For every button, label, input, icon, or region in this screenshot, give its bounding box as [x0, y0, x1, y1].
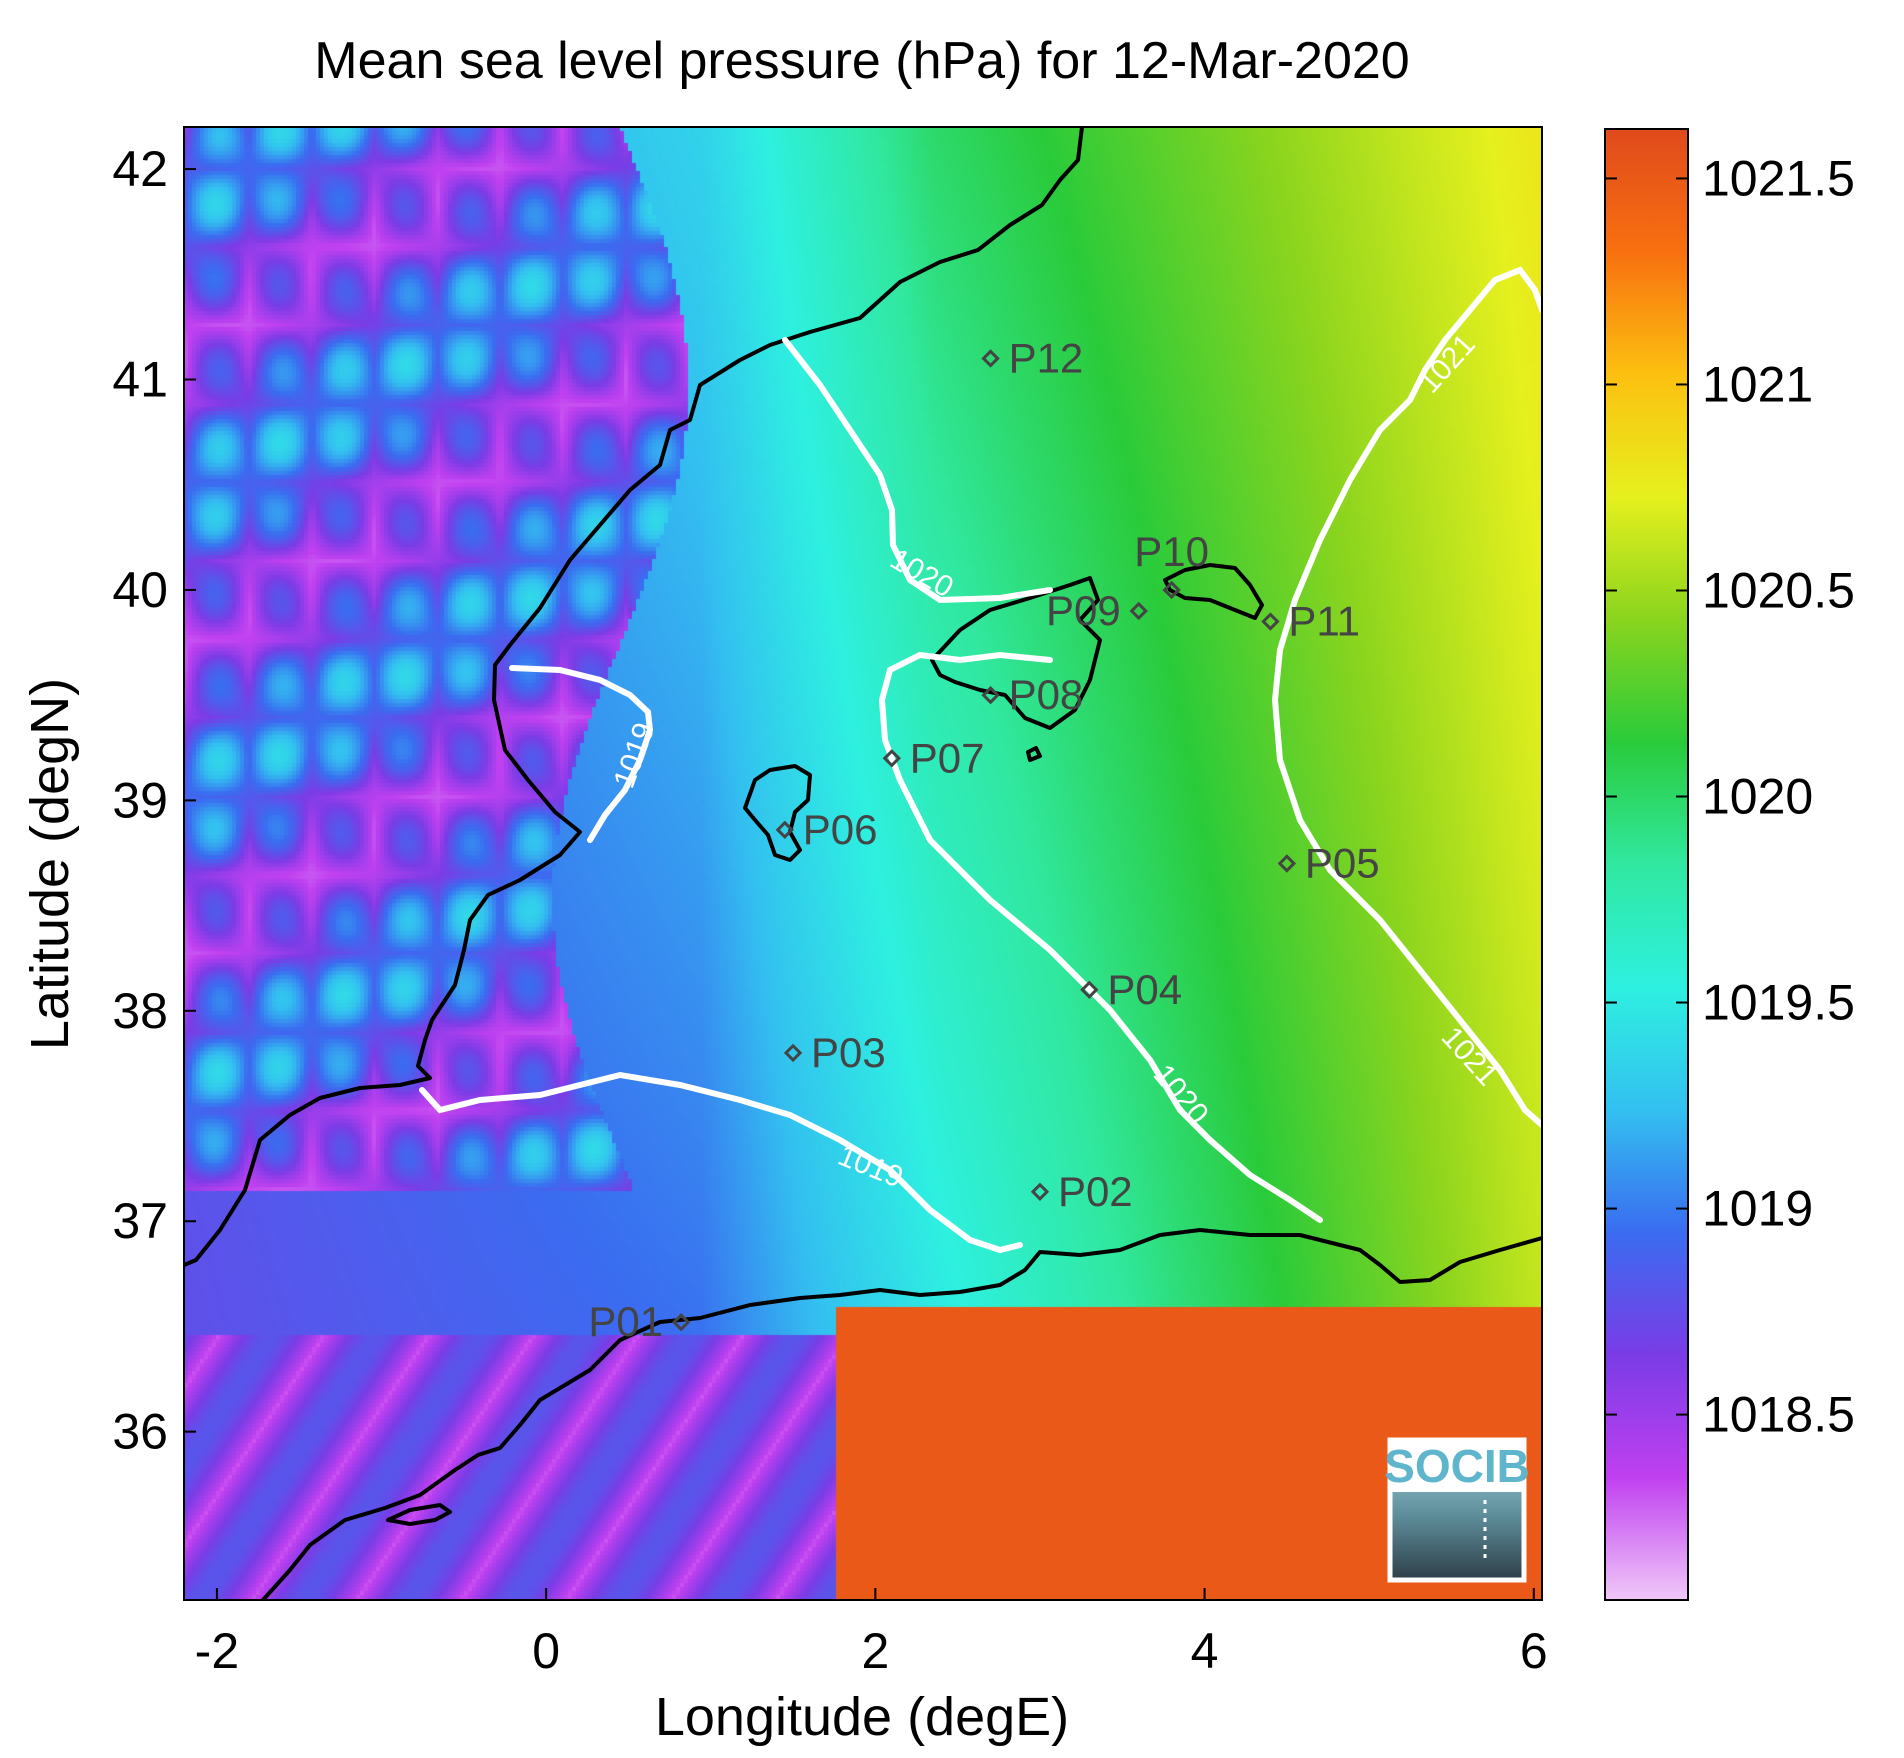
- station-marker: [1277, 854, 1297, 873]
- station-label: P03: [811, 1029, 886, 1076]
- colorbar-ticks: 1018.5 1019 1019.5 1020 1020.5 1021 1021.5: [1605, 150, 1855, 1443]
- x-axis-label: Longitude (degE): [655, 1687, 1069, 1747]
- socib-logo-text: SOCIB: [1384, 1440, 1530, 1492]
- station-p07: P07: [882, 734, 985, 781]
- chart-title: Mean sea level pressure (hPa) for 12-Mar…: [314, 32, 1409, 90]
- station-label: P07: [910, 734, 985, 781]
- station-label: P12: [1009, 334, 1084, 381]
- station-p11: P11: [1261, 598, 1360, 645]
- north-africa-inland-lake: [386, 1503, 452, 1526]
- y-tick-label: 36: [112, 1404, 168, 1460]
- station-marker: [882, 749, 901, 768]
- station-p12: P12: [981, 334, 1084, 381]
- station-marker: [783, 1043, 803, 1063]
- station-label: P06: [803, 806, 878, 853]
- station-marker: [1162, 580, 1181, 600]
- y-tick-label: 40: [112, 562, 168, 618]
- mallorca-coastline: [930, 576, 1102, 730]
- isobar-1019-north: [509, 665, 654, 843]
- colorbar-tick-label: 1021: [1702, 356, 1813, 412]
- map-plot-area: 1019 1019 1020 1020 1021 1021 P01P02P03P…: [183, 126, 1543, 1601]
- socib-logo: SOCIB: [1384, 1437, 1530, 1583]
- station-p06: P06: [775, 806, 878, 853]
- ibiza-coastline: [743, 764, 812, 862]
- station-p10: P10: [1134, 528, 1209, 600]
- plot-frame: [183, 126, 1543, 1601]
- station-marker: [1261, 612, 1280, 631]
- colorbar-tick-label: 1020: [1702, 769, 1813, 825]
- colorbar: 1018.5 1019 1019.5 1020 1020.5 1021 1021.5: [1604, 128, 1855, 1601]
- isobar-1019-south: [419, 1071, 1023, 1254]
- x-tick-label: 0: [532, 1623, 560, 1679]
- colorbar-tick-label: 1019: [1702, 1181, 1813, 1237]
- station-marker: [671, 1313, 691, 1332]
- station-label: P05: [1305, 840, 1380, 887]
- y-tick-label: 38: [112, 983, 168, 1039]
- station-marker: [775, 820, 795, 840]
- y-tick-label: 42: [112, 141, 168, 197]
- station-p01: P01: [588, 1298, 691, 1345]
- colorbar-tick-label: 1020.5: [1702, 562, 1855, 618]
- y-axis-label: Latitude (degN): [20, 678, 80, 1050]
- colorbar-tick-label: 1019.5: [1702, 975, 1855, 1031]
- station-marker: [1080, 980, 1099, 999]
- station-marker: [981, 349, 1000, 368]
- station-label: P02: [1058, 1168, 1133, 1215]
- menorca-coastline: [1163, 563, 1264, 620]
- coastline-layer: [184, 127, 1542, 1600]
- x-tick-label: 4: [1191, 1623, 1219, 1679]
- x-axis: -2 0 2 4 6: [195, 1588, 1548, 1679]
- station-p09: P09: [1046, 587, 1148, 634]
- colorbar-fill: [1604, 128, 1689, 1601]
- station-label: P08: [1009, 671, 1084, 718]
- station-marker: [1129, 601, 1148, 621]
- station-marker: [981, 685, 1000, 705]
- station-marker: [1030, 1182, 1050, 1201]
- station-label: P09: [1046, 587, 1121, 634]
- colorbar-tick-label: 1018.5: [1702, 1387, 1855, 1443]
- station-label: P10: [1134, 528, 1209, 575]
- station-p04: P04: [1080, 966, 1182, 1013]
- x-tick-label: 6: [1520, 1623, 1548, 1679]
- colorbar-tick-label: 1021.5: [1702, 150, 1855, 206]
- small-islet: [1026, 746, 1042, 762]
- y-tick-label: 39: [112, 772, 168, 828]
- station-p03: P03: [783, 1029, 886, 1076]
- y-tick-label: 41: [112, 352, 168, 408]
- station-markers: P01 P02 P03 P04 P05 P06 P07 P08 P09 P10 P11 P12: [588, 334, 1379, 1345]
- x-tick-label: 2: [861, 1623, 889, 1679]
- station-label: P11: [1288, 598, 1360, 645]
- x-tick-label: -2: [195, 1623, 239, 1679]
- station-p02: P02: [1030, 1168, 1133, 1215]
- y-tick-label: 37: [112, 1193, 168, 1249]
- station-p05: P05: [1277, 840, 1380, 887]
- iberian-coastline: [184, 127, 1084, 1267]
- isobar-1020: [782, 337, 1323, 1223]
- station-label: P01: [588, 1298, 663, 1345]
- isobar-1021: [1271, 266, 1542, 1128]
- y-axis: 36 37 38 39 40 41 42: [112, 141, 196, 1460]
- station-label: P04: [1107, 966, 1182, 1013]
- north-africa-coastline: [261, 1228, 1542, 1600]
- station-p08: P08: [981, 671, 1084, 718]
